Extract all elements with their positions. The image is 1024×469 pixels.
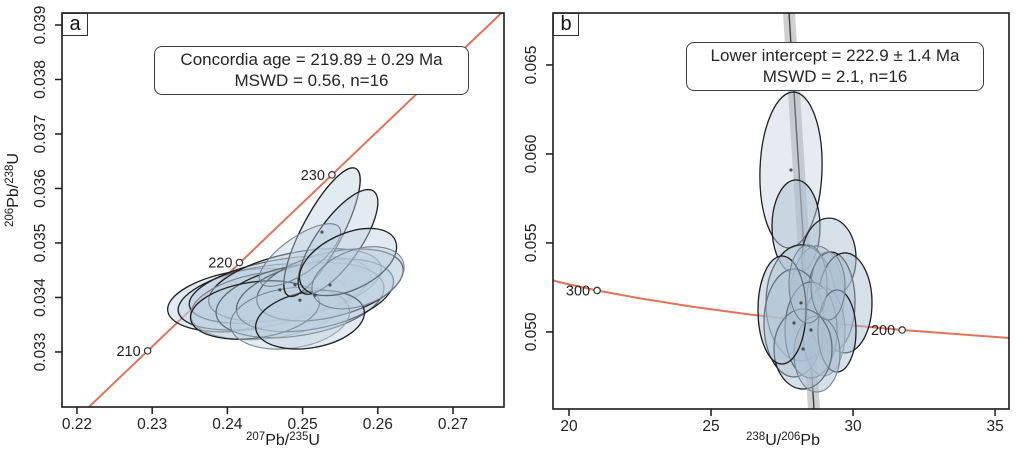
panel-b-x-axis-title: 238U/206Pb xyxy=(703,431,863,450)
y-tick-label: 0.034 xyxy=(32,278,49,317)
panel-b-label: b xyxy=(553,13,579,36)
panel-a-annotation-box: Concordia age = 219.89 ± 0.29 Ma MSWD = … xyxy=(154,46,469,95)
panel-a-x-axis-title: 207Pb/235U xyxy=(203,431,363,450)
ellipse-center-dot xyxy=(328,283,332,287)
panel-a: 210 220 230 0.22 0.23 0.24 0.25 0.26 0.27 0.033 0.… xyxy=(32,6,505,433)
age-marker-label-230: 230 xyxy=(301,168,325,184)
y-tick-label: 0.039 xyxy=(32,6,49,45)
x-tick-label: 35 xyxy=(986,418,1003,435)
mswd-text-b: MSWD = 2.1, n=16 xyxy=(762,67,908,87)
age-marker-circle-210 xyxy=(143,347,152,355)
mswd-text-a: MSWD = 0.56, n=16 xyxy=(234,71,389,91)
panel-b-annotation-box: Lower intercept = 222.9 ± 1.4 Ma MSWD = … xyxy=(686,42,984,91)
y-tick-label: 0.050 xyxy=(523,312,540,351)
ellipse-center-dot xyxy=(801,347,805,351)
ellipse-center-dot xyxy=(789,168,793,172)
x-axis-a-base1: Pb/ xyxy=(265,432,290,449)
age-marker-circle-220 xyxy=(235,258,244,267)
x-axis-a-sup2: 235 xyxy=(289,431,309,443)
error-ellipse-14 xyxy=(258,223,342,287)
error-ellipse-16 xyxy=(311,246,405,310)
y-tick-label: 0.033 xyxy=(32,333,49,372)
ellipse-center-dot xyxy=(799,301,803,305)
y-tick-label: 0.065 xyxy=(523,46,540,85)
age-marker-circle-200 xyxy=(898,326,906,334)
panel-a-y-axis-title: 206Pb/238U xyxy=(4,90,26,290)
ellipse-center-dot xyxy=(313,293,317,297)
x-tick-label: 0.23 xyxy=(137,416,167,433)
ellipse-center-dot xyxy=(278,288,282,292)
x-axis-b-sup1: 238 xyxy=(746,431,766,443)
y-tick-label: 0.035 xyxy=(32,224,49,263)
panel-a-label: a xyxy=(62,13,88,36)
x-tick-label: 0.26 xyxy=(363,416,393,433)
x-tick-label: 0.22 xyxy=(62,416,92,433)
age-marker-label-210: 210 xyxy=(116,344,140,360)
y-tick-label: 0.060 xyxy=(523,134,540,173)
y-axis-a-base2: U xyxy=(5,153,22,165)
age-marker-circle-300 xyxy=(593,286,601,295)
error-ellipse-11 xyxy=(254,289,366,350)
x-tick-label: 0.24 xyxy=(212,416,243,433)
age-marker-label-200: 200 xyxy=(871,323,895,339)
error-ellipse-16 xyxy=(810,251,846,321)
lower-intercept-text: Lower intercept = 222.9 ± 1.4 Ma xyxy=(710,46,960,65)
y-axis-a-base1: Pb/ xyxy=(5,183,22,208)
y-axis-a-sup2: 238 xyxy=(4,164,16,184)
y-tick-label: 0.037 xyxy=(32,115,49,154)
error-ellipse-2 xyxy=(177,263,347,331)
concordia-curve xyxy=(552,279,1010,339)
error-ellipse-15 xyxy=(298,227,398,297)
ellipse-center-dot xyxy=(320,230,324,234)
plot-frame xyxy=(61,12,505,408)
x-axis-b-sup2: 206 xyxy=(781,431,801,443)
age-marker-label-220: 220 xyxy=(208,256,232,272)
x-tick-label: 30 xyxy=(844,418,862,435)
ellipse-center-dot xyxy=(298,298,302,302)
x-axis-b-base2: Pb xyxy=(800,432,820,449)
age-marker-label-300: 300 xyxy=(566,283,590,299)
x-axis-a-sup1: 207 xyxy=(246,431,266,443)
y-tick-label: 0.055 xyxy=(523,224,540,263)
ellipse-center-dot xyxy=(792,321,796,325)
y-tick-label: 0.038 xyxy=(32,60,49,99)
plot-frame xyxy=(552,12,1010,410)
ellipse-center-dot xyxy=(293,283,297,287)
x-axis-a-base2: U xyxy=(308,432,320,449)
x-tick-label: 0.27 xyxy=(438,416,468,433)
x-tick-label: 0.25 xyxy=(288,416,318,433)
concordia-age-text: Concordia age = 219.89 ± 0.29 Ma xyxy=(180,50,443,69)
x-tick-label: 20 xyxy=(560,418,578,435)
age-marker-circle-230 xyxy=(328,171,336,179)
x-axis-b-base1: U/ xyxy=(765,432,782,449)
ellipse-center-dot xyxy=(809,328,813,332)
panel-b: 300 200 20 25 30 35 0.050 0.055 0.060 0.065 xyxy=(523,12,1010,435)
y-tick-label: 0.036 xyxy=(32,169,49,208)
x-tick-label: 25 xyxy=(702,418,719,435)
y-axis-a-sup1: 206 xyxy=(4,207,16,227)
